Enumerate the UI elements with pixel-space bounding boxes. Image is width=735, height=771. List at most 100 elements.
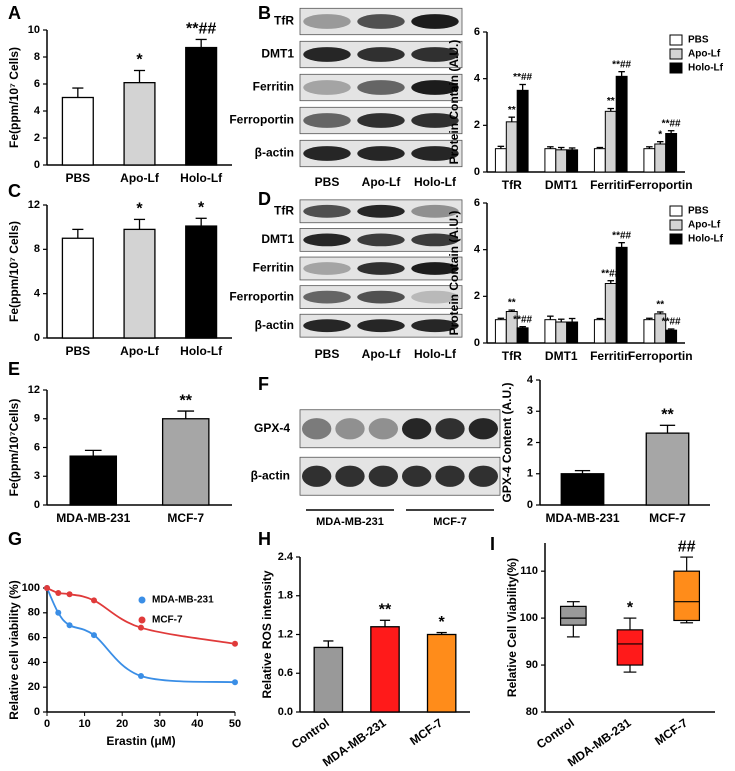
significance: * (439, 614, 446, 631)
x-tick-label: 10 (78, 718, 90, 730)
blot-band (357, 146, 405, 161)
bar (370, 626, 400, 713)
x-tick-label: TfR (502, 349, 522, 363)
y-tick-label: 6 (474, 197, 480, 209)
blot-band (302, 418, 332, 440)
x-tick-label: PBS (65, 171, 90, 185)
significance: ** (379, 602, 392, 619)
significance: **## (601, 268, 620, 279)
y-tick-label: 6 (474, 26, 480, 38)
legend-label: Holo-Lf (688, 63, 724, 74)
box (673, 570, 701, 622)
bar (604, 283, 617, 344)
row-label: Ferritin (253, 261, 294, 275)
significance: ** (508, 298, 516, 309)
y-tick-label: 4 (474, 244, 481, 256)
bar (69, 455, 118, 506)
y-tick-label: 12 (28, 384, 40, 396)
legend-label: Apo-Lf (688, 49, 721, 60)
x-tick-label: MCF-7 (407, 715, 445, 748)
blot-band (411, 80, 459, 95)
significance: ** (508, 105, 516, 116)
blot-band (411, 47, 459, 62)
row-label: TfR (274, 14, 294, 28)
blot-band (368, 418, 399, 440)
blot-band (468, 418, 499, 440)
blot-band (411, 319, 459, 333)
significance: **## (513, 72, 532, 83)
panel-label: I (490, 534, 495, 554)
x-tick-label: MDA-MB-231 (565, 715, 634, 769)
panel-label: H (258, 529, 271, 549)
bar (566, 321, 579, 344)
blot-band (357, 204, 405, 218)
y-axis-label: Fe(ppm/10⁷Cells) (7, 399, 21, 497)
data-point (138, 673, 144, 680)
legend-label: MDA-MB-231 (152, 595, 214, 606)
bar (665, 329, 678, 344)
y-tick-label: 3 (527, 405, 533, 417)
panel-label: A (8, 3, 21, 23)
y-tick-label: 4 (34, 105, 41, 117)
bar (61, 96, 94, 166)
x-tick-label: Holo-Lf (180, 344, 223, 358)
bar (604, 110, 617, 173)
group-label: MDA-MB-231 (316, 516, 384, 528)
x-tick-label: Control (534, 716, 577, 752)
significance: **## (612, 59, 631, 70)
panel-label: D (258, 189, 271, 209)
blot-band (303, 146, 351, 161)
significance: **## (662, 118, 681, 129)
y-axis-label: Protein Contain (A.U.) (447, 40, 461, 165)
bar (615, 75, 628, 173)
y-tick-label: 2 (474, 290, 480, 302)
y-tick-label: 80 (526, 706, 538, 718)
row-label: Ferritin (253, 80, 294, 94)
x-tick-label: TfR (502, 178, 522, 192)
x-tick-label: MCF-7 (652, 715, 690, 748)
y-tick-label: 2 (474, 119, 480, 131)
y-tick-label: 110 (520, 565, 538, 577)
lane-label: PBS (315, 175, 340, 189)
y-tick-label: 40 (28, 656, 40, 668)
y-tick-label: 0 (474, 337, 480, 349)
y-tick-label: 0 (34, 706, 40, 718)
box (559, 605, 587, 626)
bar (494, 148, 507, 173)
panel-label: F (258, 374, 269, 394)
blot-band (303, 113, 351, 128)
blot-band (357, 14, 405, 29)
y-tick-label: 20 (28, 681, 40, 693)
y-tick-label: 6 (34, 78, 40, 90)
blot-strip (299, 456, 501, 496)
x-axis-label: Erastin (μM) (106, 734, 175, 748)
x-tick-label: 40 (191, 718, 203, 730)
y-axis-label: Protein Contain (A.U.) (447, 211, 461, 336)
blot-band (402, 465, 432, 487)
blot-band (302, 465, 332, 487)
lane-label: Apo-Lf (362, 175, 402, 189)
y-tick-label: 100 (520, 612, 538, 624)
significance: * (136, 52, 143, 69)
y-axis-label: Relative cell viability (%) (7, 580, 21, 719)
x-tick-label: Control (289, 716, 332, 752)
x-tick-label: MDA-MB-231 (545, 511, 619, 525)
data-point (232, 640, 238, 647)
legend-swatch (669, 219, 683, 231)
y-axis-label: Relative ROS intensity (260, 570, 274, 698)
y-tick-label: 4 (527, 374, 534, 386)
blot-strip (299, 409, 501, 449)
x-tick-label: 30 (154, 718, 166, 730)
data-point (44, 585, 50, 591)
row-label: β-actin (251, 468, 290, 482)
blot-band (411, 233, 459, 247)
y-tick-label: 80 (28, 607, 40, 619)
y-tick-label: 9 (34, 413, 40, 425)
blot-band (335, 418, 365, 440)
blot-band (303, 14, 351, 29)
y-tick-label: 6 (34, 441, 40, 453)
blot-band (411, 146, 459, 161)
significance: ** (661, 407, 674, 424)
bar (665, 133, 678, 173)
